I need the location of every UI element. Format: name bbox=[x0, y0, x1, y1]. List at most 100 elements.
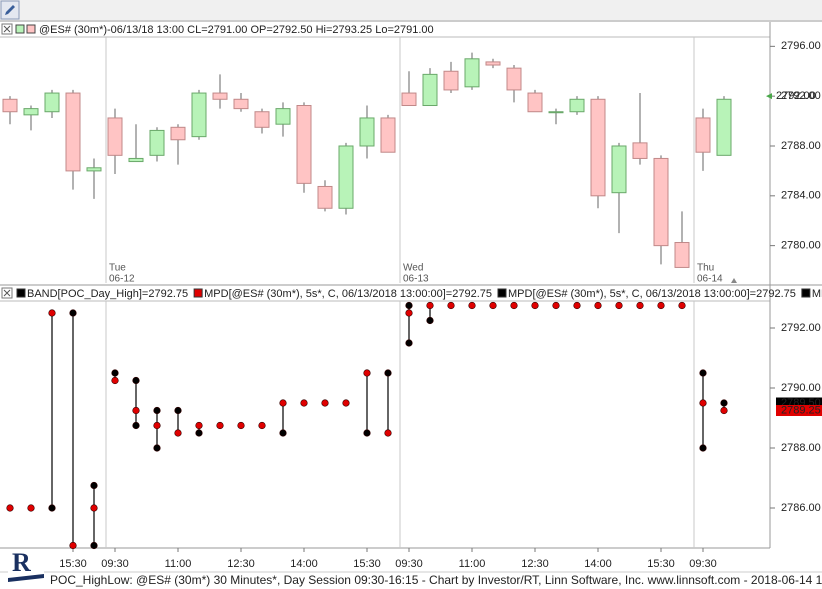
header-swatch bbox=[193, 288, 203, 298]
dot bbox=[678, 301, 686, 310]
dot bbox=[237, 421, 245, 430]
dot bbox=[426, 316, 434, 325]
dot bbox=[657, 301, 665, 310]
x-tick-label: 12:30 bbox=[227, 558, 255, 570]
dot bbox=[174, 406, 182, 415]
header-item: MPD[@ES# (30m*), 5s*, C, 06/13/2018 13:0… bbox=[204, 288, 492, 300]
candle-body bbox=[149, 129, 165, 156]
day-label: Thu bbox=[697, 263, 714, 274]
candle-body bbox=[380, 117, 396, 153]
dot bbox=[132, 376, 140, 385]
candle-body bbox=[632, 142, 648, 159]
dot bbox=[531, 301, 539, 310]
dot bbox=[489, 301, 497, 310]
y-tick-label: 2788.00 bbox=[781, 140, 821, 152]
dot bbox=[195, 421, 203, 430]
candle-body bbox=[128, 157, 144, 163]
dot bbox=[510, 301, 518, 310]
x-tick-label: 09:30 bbox=[395, 558, 423, 570]
candle-body bbox=[569, 98, 585, 113]
close-x bbox=[3, 289, 11, 297]
dot bbox=[258, 421, 266, 430]
dot bbox=[153, 406, 161, 415]
dot bbox=[132, 406, 140, 415]
value-marker bbox=[776, 397, 822, 409]
x-tick-label: 11:00 bbox=[165, 558, 192, 570]
up-swatch bbox=[15, 24, 25, 34]
candle-body bbox=[527, 92, 543, 113]
dot bbox=[594, 301, 602, 310]
header-item: MP bbox=[812, 288, 822, 300]
down-swatch bbox=[26, 24, 36, 34]
dot bbox=[48, 309, 56, 317]
footer: POC_HighLow: @ES# (30m*) 30 Minutes*, Da… bbox=[50, 573, 822, 587]
y-tick-label: 2788.00 bbox=[781, 442, 821, 454]
y-tick-label: 2792.00 bbox=[781, 90, 821, 102]
pencil-icon bbox=[5, 5, 15, 15]
day-date: 06-13 bbox=[403, 274, 429, 285]
x-tick-label: 11:00 bbox=[459, 558, 486, 570]
dot bbox=[90, 541, 98, 550]
y-tick-label: 2780.00 bbox=[781, 240, 821, 252]
toolbar bbox=[0, 0, 822, 20]
scroll-marker bbox=[731, 278, 737, 283]
dot bbox=[405, 301, 413, 310]
dot bbox=[405, 339, 413, 347]
candle-body bbox=[359, 117, 375, 147]
candle-body bbox=[548, 111, 564, 114]
dot bbox=[153, 421, 161, 430]
dot bbox=[6, 504, 14, 512]
candle-body bbox=[443, 70, 459, 91]
candle-body bbox=[611, 145, 627, 194]
x-tick-label: 15:30 bbox=[647, 558, 675, 570]
dot bbox=[111, 376, 119, 385]
price-marker-label: 2792.00 bbox=[776, 90, 816, 102]
candle-body bbox=[23, 108, 39, 116]
x-tick-label: 12:30 bbox=[521, 558, 549, 570]
logo-swoosh bbox=[8, 574, 44, 582]
dot bbox=[405, 309, 413, 317]
dot bbox=[384, 429, 392, 437]
dot bbox=[384, 369, 392, 377]
x-tick-label: 14:00 bbox=[584, 558, 612, 570]
candle-body bbox=[275, 108, 291, 125]
candle-body bbox=[254, 111, 270, 128]
candle-body bbox=[233, 98, 249, 110]
dot bbox=[699, 399, 707, 407]
dot bbox=[468, 301, 476, 310]
candle-body bbox=[212, 92, 228, 100]
header-swatch bbox=[801, 288, 811, 298]
dot bbox=[636, 301, 644, 310]
dot bbox=[615, 301, 623, 310]
y-tick-label: 2796.00 bbox=[781, 40, 821, 52]
day-date: 06-12 bbox=[109, 274, 135, 285]
dot bbox=[573, 301, 581, 310]
dot bbox=[552, 301, 560, 310]
candle-body bbox=[44, 92, 60, 113]
dot bbox=[27, 504, 35, 512]
candle-body bbox=[506, 67, 522, 91]
dot bbox=[69, 309, 77, 317]
candle-body bbox=[422, 73, 438, 107]
candle-body bbox=[317, 185, 333, 209]
close-x bbox=[3, 25, 11, 33]
candle-body bbox=[590, 98, 606, 197]
y-tick-label: 2792.00 bbox=[781, 322, 821, 334]
day-label: Tue bbox=[109, 263, 126, 274]
value-marker bbox=[776, 405, 822, 416]
dot bbox=[720, 406, 728, 415]
candle-body bbox=[653, 157, 669, 247]
candle-body bbox=[674, 242, 690, 268]
header-item: BAND[POC_Day_High]=2792.75 bbox=[27, 288, 188, 300]
dot bbox=[90, 504, 98, 512]
dot bbox=[69, 541, 77, 550]
candle-body bbox=[716, 98, 732, 156]
candle-body bbox=[2, 98, 18, 113]
dot bbox=[363, 369, 371, 377]
header-item: MPD[@ES# (30m*), 5s*, C, 06/13/2018 13:0… bbox=[508, 288, 796, 300]
dot bbox=[447, 301, 455, 310]
header-swatch bbox=[16, 288, 26, 298]
candle-body bbox=[695, 117, 711, 153]
pane-header: @ES# (30m*)-06/13/18 13:00 CL=2791.00 OP… bbox=[39, 24, 434, 36]
